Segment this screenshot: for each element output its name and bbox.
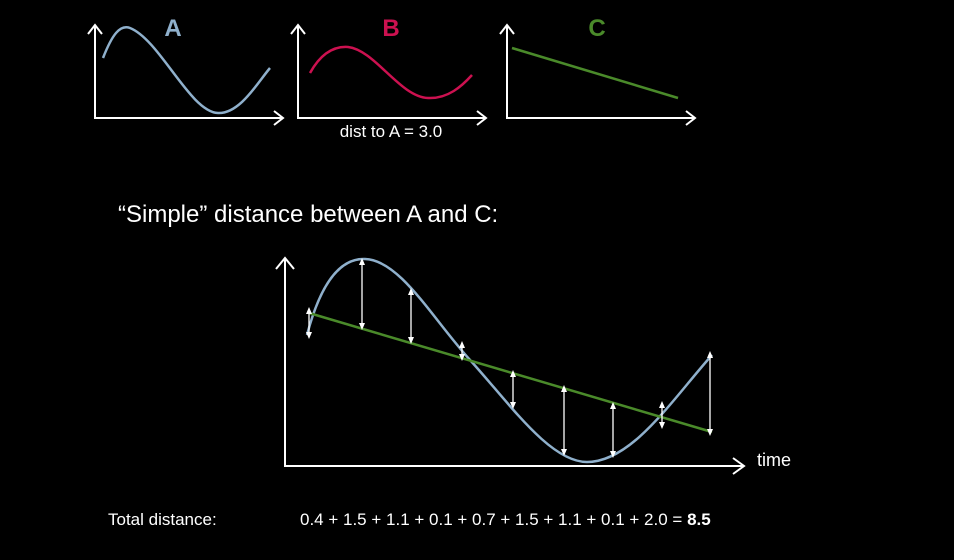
axes: [499, 23, 697, 126]
total-label: Total distance:: [108, 510, 217, 529]
main-chart: time: [275, 256, 791, 475]
panel-b: B dist to A = 3.0: [290, 15, 488, 141]
panel-c: C: [499, 15, 697, 126]
panel-a: A: [87, 15, 285, 126]
panel-label: B: [382, 15, 399, 42]
axes: [290, 23, 488, 126]
heading: “Simple” distance between A and C:: [118, 201, 498, 228]
result: 8.5: [687, 510, 711, 529]
axes: [275, 256, 746, 475]
curve-b: [308, 45, 473, 100]
distance-note: dist to A = 3.0: [340, 122, 443, 141]
equation: 0.4 + 1.5 + 1.1 + 0.1 + 0.7 + 1.5 + 1.1 …: [300, 510, 682, 529]
line-c: [511, 46, 679, 100]
distance-arrows: [306, 258, 713, 458]
curve-a: [101, 25, 271, 115]
panel-label: A: [164, 15, 181, 42]
panel-label: C: [588, 15, 605, 42]
axes: [87, 23, 285, 126]
curve-a: [305, 257, 713, 464]
x-axis-label: time: [757, 450, 791, 470]
total-equation: 0.4 + 1.5 + 1.1 + 0.1 + 0.7 + 1.5 + 1.1 …: [300, 510, 711, 529]
